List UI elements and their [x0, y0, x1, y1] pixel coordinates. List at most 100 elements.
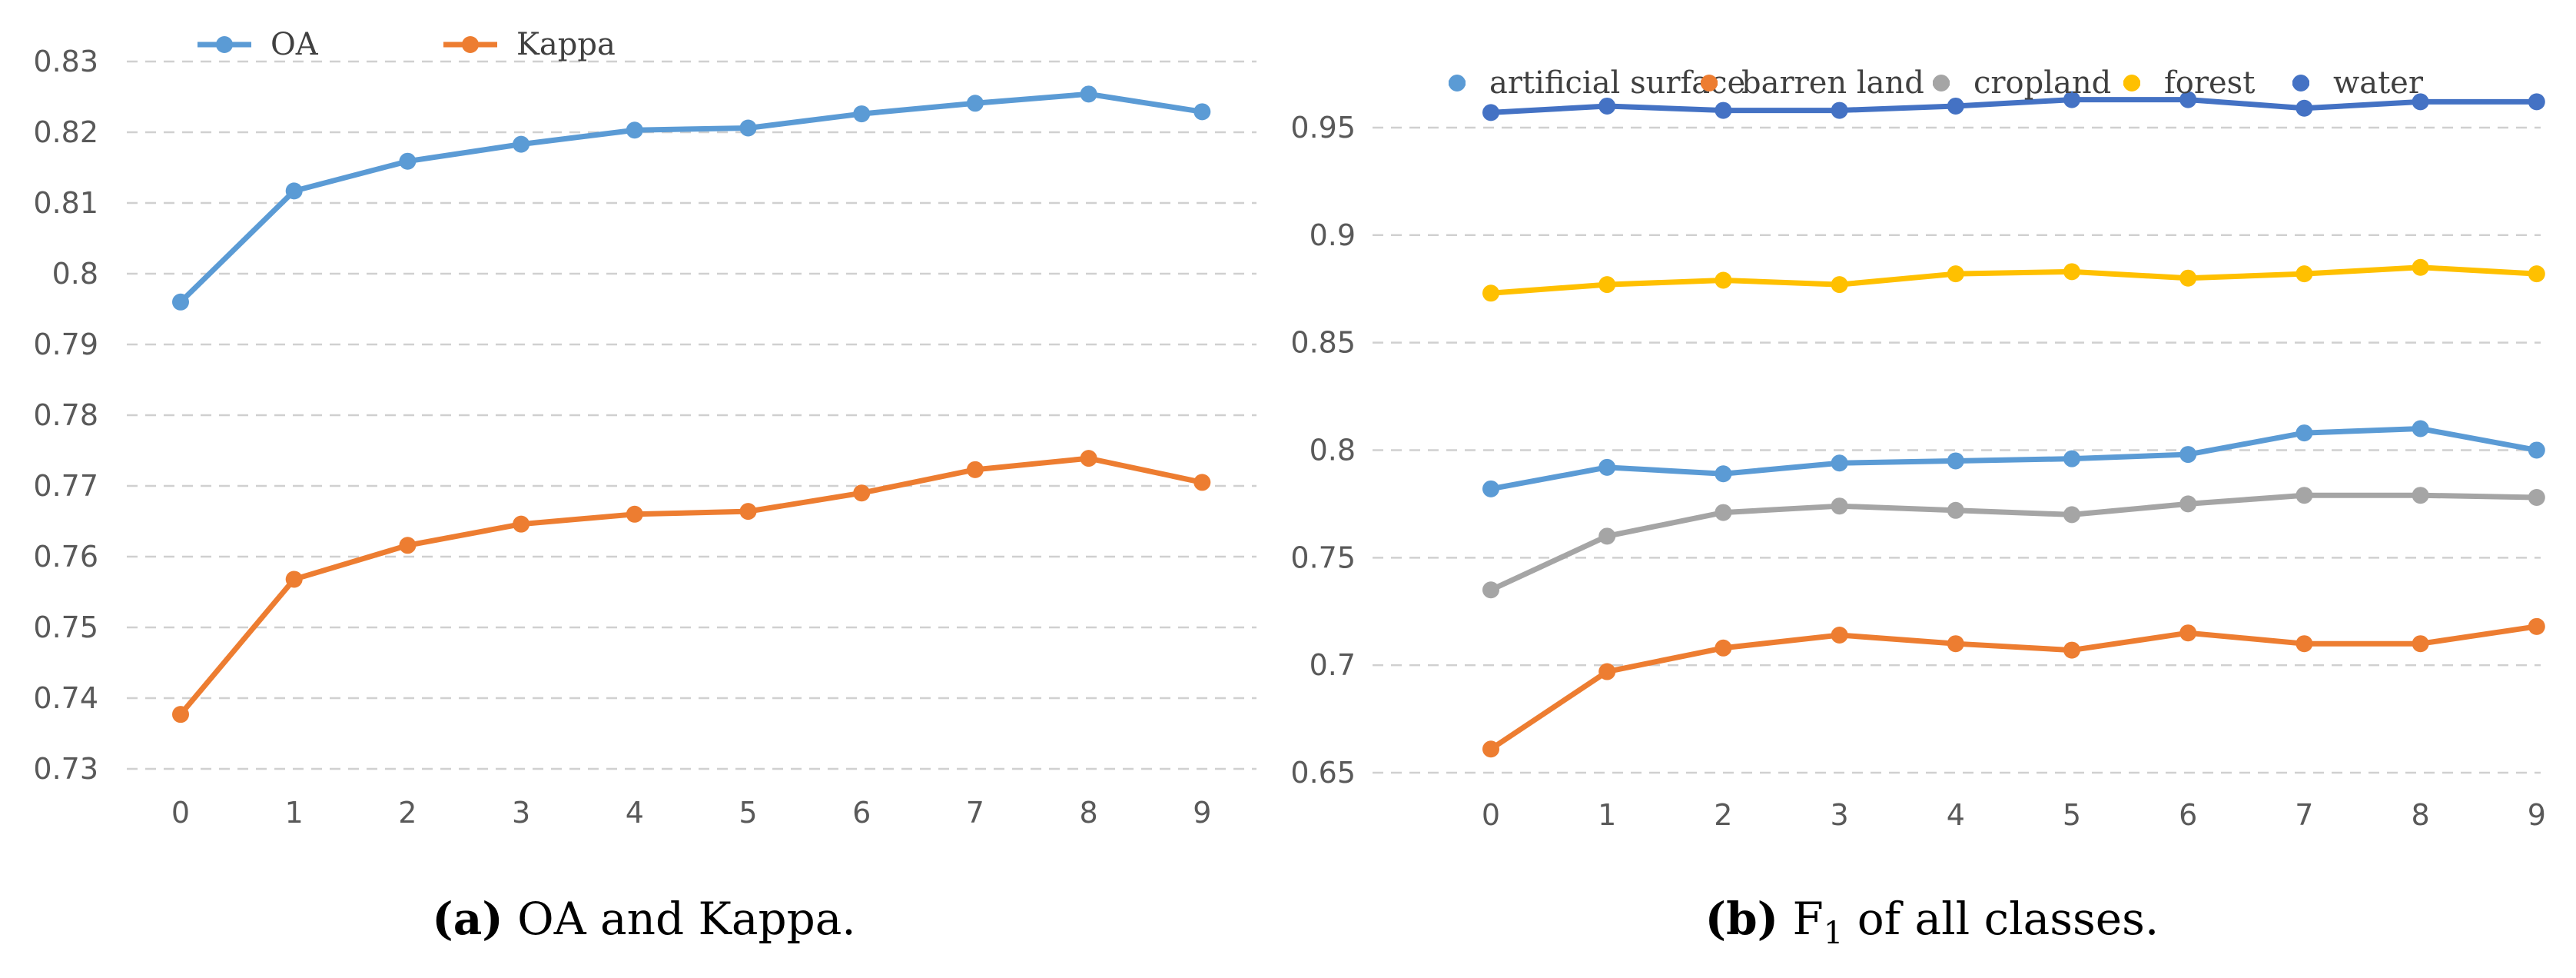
- data-point-water: [1482, 104, 1499, 121]
- legend-label-cropland: cropland: [1973, 65, 2111, 101]
- data-point-artificial-surface: [1947, 452, 1964, 470]
- data-point-forest: [2295, 265, 2313, 283]
- y-tick-label: 0.81: [33, 186, 98, 220]
- caption-b-text: F: [1778, 893, 1824, 945]
- y-tick-label: 0.83: [33, 45, 98, 78]
- data-point-water: [2528, 93, 2545, 111]
- x-tick-label: 8: [1080, 796, 1098, 830]
- y-tick-label: 0.74: [33, 681, 98, 715]
- y-tick-label: 0.95: [1290, 111, 1356, 145]
- data-point-kappa: [739, 503, 757, 521]
- data-point-oa: [172, 293, 189, 311]
- y-tick-label: 0.65: [1290, 756, 1356, 790]
- series-line-kappa: [178, 455, 1205, 717]
- data-point-cropland: [1947, 501, 1964, 519]
- data-point-barren-land: [2063, 641, 2080, 659]
- data-point-barren-land: [2412, 635, 2429, 653]
- data-point-forest: [2528, 265, 2545, 283]
- data-point-oa: [285, 182, 303, 200]
- data-point-artificial-surface: [1831, 454, 1848, 472]
- y-tick-label: 0.7: [1310, 648, 1356, 682]
- x-tick-label: 2: [1714, 798, 1732, 832]
- data-point-artificial-surface: [1715, 465, 1732, 483]
- y-tick-label: 0.82: [33, 115, 98, 149]
- data-point-kappa: [966, 461, 984, 478]
- data-point-barren-land: [2528, 617, 2545, 635]
- data-point-kappa: [1080, 450, 1097, 467]
- data-point-kappa: [399, 537, 417, 554]
- y-tick-label: 0.85: [1290, 326, 1356, 360]
- x-tick-label: 0: [171, 796, 190, 830]
- y-tick-label: 0.76: [33, 540, 98, 574]
- data-point-cropland: [1598, 527, 1616, 545]
- caption-b-sub: 1: [1824, 916, 1843, 951]
- data-point-oa: [626, 121, 643, 139]
- caption-a-label: (a): [432, 893, 503, 945]
- data-point-cropland: [1831, 497, 1848, 515]
- data-point-oa: [1193, 103, 1211, 121]
- x-tick-label: 0: [1482, 798, 1500, 832]
- data-point-barren-land: [1831, 627, 1848, 644]
- caption-a: (a) OA and Kappa.: [432, 893, 855, 945]
- data-point-barren-land: [1598, 663, 1616, 680]
- data-point-forest: [1482, 284, 1499, 302]
- data-point-kappa: [513, 515, 530, 533]
- data-point-kappa: [626, 505, 643, 523]
- legend-label-forest: forest: [2164, 65, 2255, 101]
- data-point-forest: [2412, 258, 2429, 276]
- data-point-water: [2063, 91, 2080, 108]
- series-line-barren-land: [1488, 624, 2540, 752]
- data-point-artificial-surface: [2412, 420, 2429, 437]
- data-point-cropland: [2295, 487, 2313, 504]
- data-point-artificial-surface: [2295, 424, 2313, 442]
- legend-label-oa: OA: [271, 27, 319, 62]
- data-point-forest: [1947, 265, 1964, 283]
- x-tick-label: 9: [2528, 798, 2546, 832]
- y-tick-label: 0.75: [33, 610, 98, 644]
- data-point-water: [2295, 99, 2313, 117]
- y-tick-label: 0.75: [1290, 541, 1356, 574]
- data-point-cropland: [2063, 506, 2080, 524]
- data-point-artificial-surface: [2179, 446, 2197, 464]
- data-point-barren-land: [1947, 635, 1964, 653]
- legend-marker-kappa: [462, 36, 479, 53]
- legend-marker-water: [2292, 75, 2309, 91]
- legend-marker-artificial-surface: [1449, 75, 1466, 91]
- data-point-kappa: [1193, 474, 1211, 491]
- data-point-kappa: [853, 484, 871, 502]
- caption-b: (b) F1 of all classes.: [1705, 893, 2159, 951]
- data-point-kappa: [285, 570, 303, 588]
- data-point-cropland: [2179, 495, 2197, 513]
- series-line-water: [1488, 97, 2540, 115]
- y-tick-label: 0.79: [33, 328, 98, 361]
- data-point-barren-land: [1715, 639, 1732, 657]
- data-point-forest: [2063, 263, 2080, 281]
- data-point-water: [1947, 97, 1964, 115]
- x-tick-label: 1: [285, 796, 304, 830]
- data-point-forest: [2179, 269, 2197, 287]
- x-tick-label: 4: [1947, 798, 1965, 832]
- x-tick-label: 4: [626, 796, 644, 830]
- caption-b-text2: of all classes.: [1843, 893, 2159, 945]
- y-tick-label: 0.78: [33, 398, 98, 432]
- x-tick-label: 7: [966, 796, 984, 830]
- data-point-barren-land: [2179, 624, 2197, 642]
- legend-label-water: water: [2333, 65, 2424, 101]
- data-point-artificial-surface: [2528, 441, 2545, 459]
- x-tick-label: 6: [2179, 798, 2197, 832]
- x-tick-label: 7: [2295, 798, 2313, 832]
- data-point-forest: [1831, 276, 1848, 294]
- data-point-artificial-surface: [1482, 480, 1499, 497]
- y-tick-label: 0.73: [33, 752, 98, 786]
- data-point-oa: [739, 119, 757, 137]
- legend-marker-forest: [2123, 75, 2140, 91]
- y-tick-label: 0.9: [1310, 218, 1356, 252]
- x-tick-label: 5: [739, 796, 757, 830]
- data-point-cropland: [1482, 581, 1499, 599]
- data-point-water: [2412, 93, 2429, 111]
- data-point-barren-land: [2295, 635, 2313, 653]
- data-point-barren-land: [1482, 740, 1499, 758]
- legend-marker-oa: [216, 36, 233, 53]
- x-tick-label: 8: [2412, 798, 2430, 832]
